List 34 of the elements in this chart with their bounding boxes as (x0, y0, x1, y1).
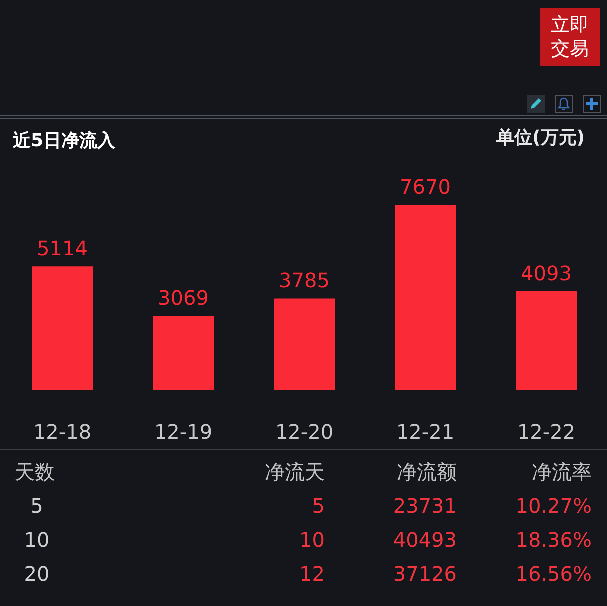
data-label: 23731 (393, 493, 457, 520)
data-label: 16.56% (516, 561, 592, 588)
trade-button: 立即交易 (540, 8, 600, 66)
data-label: 5 (312, 493, 325, 520)
data-label: 37126 (393, 561, 457, 588)
data-label: 10.27% (516, 493, 592, 520)
bar (274, 298, 335, 390)
category-label: 10 (23, 527, 51, 554)
data-label: 40493 (393, 527, 457, 554)
chart-title: 近5日净流入 (12, 130, 117, 152)
data-label: 3069 (158, 286, 209, 310)
bar (153, 316, 214, 390)
data-label: 18.36% (516, 527, 592, 554)
bar (32, 266, 93, 390)
x-tick-label: 12-20 (275, 420, 334, 444)
data-label: 3785 (279, 268, 330, 293)
text: 净流额 (397, 459, 457, 486)
data-label: 5114 (37, 236, 88, 261)
text: 天数 (15, 459, 55, 486)
text: 净流天 (265, 459, 325, 486)
bar (395, 205, 456, 390)
x-tick-label: 12-21 (396, 420, 455, 444)
x-tick-label: 12-19 (154, 420, 213, 444)
data-label: 12 (300, 561, 325, 588)
x-tick-label: 12-22 (517, 420, 576, 444)
text: 净流率 (532, 459, 592, 486)
text: 单位(万元) (496, 128, 585, 148)
category-label: 20 (23, 561, 51, 588)
data-label: 7670 (400, 175, 451, 199)
category-label: 5 (30, 493, 44, 520)
bar (516, 291, 577, 390)
data-label: 10 (300, 527, 325, 554)
x-tick-label: 12-18 (33, 420, 92, 444)
data-label: 4093 (521, 261, 572, 286)
